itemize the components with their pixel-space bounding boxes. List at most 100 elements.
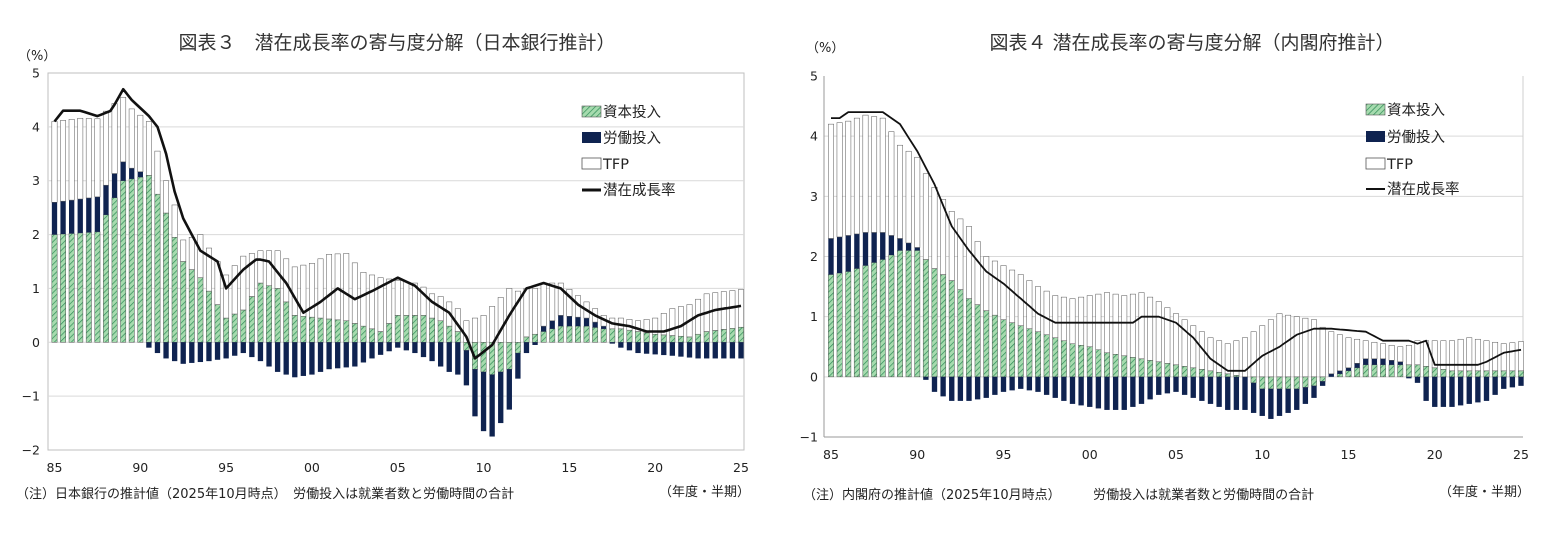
bar-capital <box>1112 354 1119 378</box>
bar-tfp <box>1224 343 1231 375</box>
bar-tfp <box>94 118 101 198</box>
bar-labor <box>283 342 289 375</box>
bar-capital <box>1509 370 1516 378</box>
bar-tfp <box>120 96 127 163</box>
bar-capital <box>1035 331 1041 378</box>
bar-labor <box>1363 358 1369 365</box>
bar-labor <box>455 342 461 375</box>
bar-tfp <box>111 103 118 174</box>
bar-capital <box>1078 344 1085 378</box>
legend-swatch-tfp <box>1365 157 1386 170</box>
bar-capital <box>1259 376 1266 390</box>
bar-labor <box>523 342 530 354</box>
bar-labor <box>1181 376 1188 395</box>
bar-labor <box>966 376 972 401</box>
bar-tfp <box>1311 319 1317 378</box>
bar-capital <box>1362 364 1369 378</box>
bar-labor <box>1009 376 1015 391</box>
bar-labor <box>69 200 75 234</box>
bar-tfp <box>77 117 84 200</box>
bar-tfp <box>966 226 972 299</box>
bar-labor <box>1199 376 1205 401</box>
bar-labor <box>429 342 435 362</box>
bar-labor <box>249 342 255 358</box>
bar-capital <box>137 176 144 343</box>
bar-capital <box>1138 358 1145 378</box>
bar-labor <box>862 232 869 266</box>
bar-labor <box>1018 376 1024 389</box>
bar-labor <box>369 342 375 359</box>
bar-capital <box>111 197 118 343</box>
bar-tfp <box>223 274 230 319</box>
bar-capital <box>291 315 298 343</box>
bar-capital <box>991 314 998 378</box>
bar-labor <box>1087 376 1093 407</box>
bar-capital <box>180 261 187 343</box>
potential-growth-path <box>53 87 742 360</box>
bar-labor <box>695 342 701 359</box>
bar-capital <box>686 336 693 343</box>
bar-labor <box>686 342 693 358</box>
bar-tfp <box>1155 301 1162 363</box>
bar-labor <box>1233 376 1240 410</box>
x-tick-label: 85 <box>823 447 839 462</box>
x-axis-label: （年度・半期） <box>1439 484 1530 500</box>
bar-labor <box>86 197 92 233</box>
bar-capital <box>1017 325 1024 378</box>
bar-capital <box>1129 357 1136 378</box>
bar-capital <box>1250 376 1257 384</box>
legend-swatch-labor <box>1366 131 1385 142</box>
bar-labor <box>1112 376 1119 410</box>
bar-tfp <box>1129 293 1136 358</box>
bar-labor <box>240 342 246 354</box>
y-tick-labels: 5 4 3 2 1 0 −1 −2 <box>22 66 40 458</box>
bar-labor <box>111 173 118 198</box>
bar-capital <box>283 301 290 343</box>
bar-capital <box>897 250 903 378</box>
bar-labor <box>721 342 727 359</box>
bar-tfp <box>180 239 187 262</box>
x-tick-label: 25 <box>733 460 749 475</box>
bar-labor <box>1052 376 1058 398</box>
legend: 資本投入 労働投入 TFP 潜在成長率 <box>581 104 676 199</box>
legend-label-capital: 資本投入 <box>603 104 661 121</box>
bar-labor <box>626 342 633 351</box>
bar-labor <box>635 342 641 354</box>
bar-tfp <box>540 282 547 327</box>
bar-tfp <box>1457 338 1464 372</box>
bar-capital <box>1190 367 1197 378</box>
bar-capital <box>1293 376 1300 390</box>
x-tick-label: 00 <box>1082 447 1098 462</box>
bar-tfp <box>1242 337 1248 378</box>
x-tick-label: 90 <box>132 460 148 475</box>
bar-capital <box>1380 364 1386 378</box>
bar-labor <box>643 342 650 354</box>
bar-capital <box>197 277 204 343</box>
bar-tfp <box>1138 292 1145 360</box>
bar-labor <box>871 232 877 263</box>
bar-capital <box>1207 370 1214 378</box>
y-tick-label: 1 <box>810 309 818 324</box>
bar-labor <box>1164 376 1171 394</box>
legend-swatch-tfp <box>581 157 602 170</box>
bar-labor <box>1457 376 1464 406</box>
bar-tfp <box>1267 319 1274 378</box>
bar-labor <box>395 342 401 348</box>
bar-labor <box>154 342 161 354</box>
bar-labor <box>1337 370 1343 374</box>
bar-tfp <box>197 234 204 278</box>
bar-capital <box>163 212 169 343</box>
bar-tfp <box>1302 317 1309 378</box>
bar-capital <box>334 319 341 343</box>
bar-labor <box>292 342 298 378</box>
bar-tfp <box>879 117 886 233</box>
bar-tfp <box>931 187 938 269</box>
x-tick-labels: 85 90 95 00 05 10 15 20 25 <box>823 447 1529 462</box>
bar-capital <box>412 315 418 343</box>
bar-capital <box>1095 349 1102 378</box>
bar-capital <box>720 329 727 343</box>
x-tick-label: 15 <box>1341 447 1357 462</box>
bar-labor <box>1207 376 1214 404</box>
bar-capital <box>1431 367 1438 378</box>
bar-labor <box>1138 376 1145 404</box>
